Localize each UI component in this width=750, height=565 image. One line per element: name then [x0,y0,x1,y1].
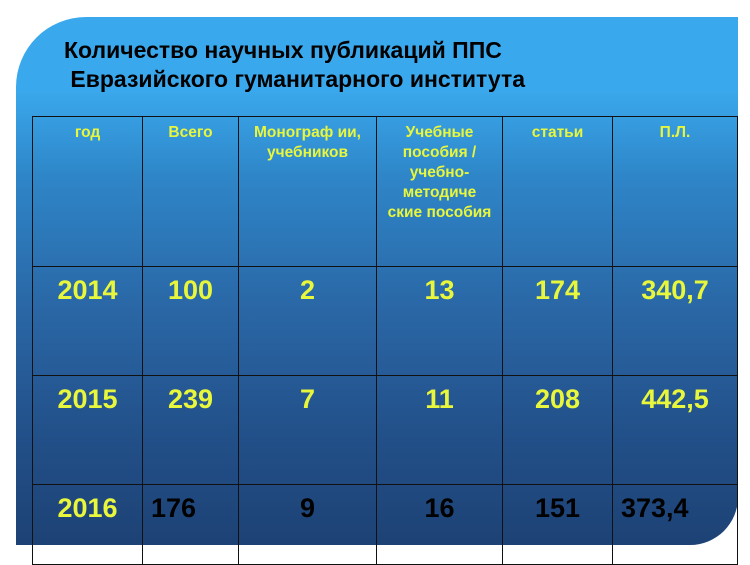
cell-articles: 174 [502,266,613,376]
header-articles: статьи [502,116,613,267]
header-pl: П.Л. [612,116,738,267]
cell-pl: 442,5 [612,375,738,485]
header-monographs: Монограф ии, учебников [238,116,377,267]
header-total: Всего [142,116,239,267]
cell-total: 176 [142,484,239,565]
cell-pl: 373,4 [612,484,738,565]
cell-articles: 208 [502,375,613,485]
table-row: 2015 239 7 11 208 442,5 [32,375,738,485]
table-header-row: год Всего Монограф ии, учебников Учебные… [32,116,738,267]
cell-monographs: 2 [238,266,377,376]
slide-title: Количество научных публикаций ППС Еврази… [64,37,526,92]
cell-articles: 151 [502,484,613,565]
cell-year: 2014 [32,266,143,376]
cell-total: 239 [142,375,239,485]
header-year: год [32,116,143,267]
cell-monographs: 7 [238,375,377,485]
publications-table: год Всего Монограф ии, учебников Учебные… [32,116,738,565]
cell-textbooks: 11 [376,375,503,485]
cell-year: 2015 [32,375,143,485]
table-row: 2016 176 9 16 151 373,4 [32,484,738,565]
cell-total: 100 [142,266,239,376]
header-textbooks: Учебные пособия / учебно-методиче ские п… [376,116,503,267]
cell-textbooks: 16 [376,484,503,565]
cell-textbooks: 13 [376,266,503,376]
cell-monographs: 9 [238,484,377,565]
table-row: 2014 100 2 13 174 340,7 [32,266,738,376]
cell-year: 2016 [32,484,143,565]
cell-pl: 340,7 [612,266,738,376]
